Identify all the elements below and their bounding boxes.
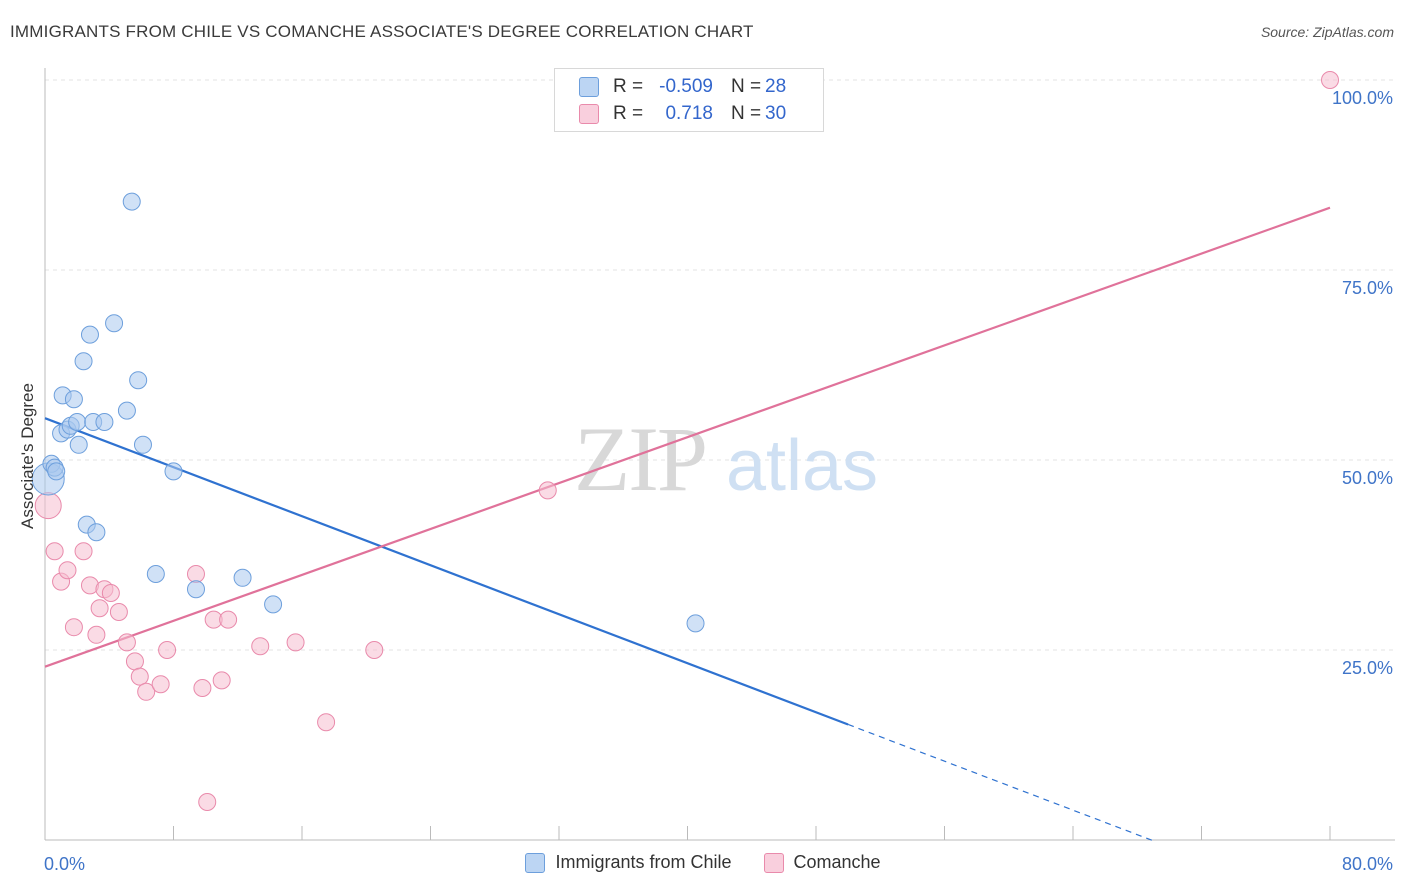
point-chile	[164, 462, 183, 481]
r-value: 0.718	[665, 103, 713, 124]
r-label: R =	[613, 103, 644, 124]
point-chile	[686, 614, 705, 633]
point-comanche	[286, 633, 305, 652]
point-comanche	[538, 481, 557, 500]
axes	[44, 68, 1395, 841]
y-tick-label: 100.0%	[1332, 88, 1393, 108]
watermark-zip: ZIP	[574, 408, 706, 510]
data-points	[31, 71, 1339, 811]
point-comanche	[198, 793, 217, 811]
point-chile	[264, 595, 283, 614]
trend-lines	[44, 206, 1331, 842]
point-chile	[133, 435, 152, 454]
watermark: ZIP atlas	[574, 408, 878, 510]
point-chile	[146, 565, 165, 583]
point-comanche	[109, 603, 128, 621]
blue-swatch-icon	[525, 852, 546, 873]
stats-row-comanche: R = 0.718 N = 30	[579, 101, 786, 127]
point-comanche	[137, 682, 156, 701]
point-chile	[68, 413, 87, 431]
r-value: -0.509	[659, 76, 713, 97]
point-comanche	[64, 618, 83, 637]
point-comanche	[34, 492, 62, 520]
point-comanche	[317, 713, 336, 732]
n-value: 30	[765, 103, 787, 124]
point-chile	[47, 462, 66, 481]
point-chile	[87, 523, 106, 542]
point-comanche	[87, 625, 106, 644]
point-comanche	[1321, 71, 1339, 89]
point-chile	[105, 314, 124, 333]
source-label: Source: ZipAtlas.com	[1260, 24, 1394, 40]
point-comanche	[130, 667, 149, 686]
point-comanche	[158, 641, 177, 659]
pink-swatch-icon	[579, 104, 599, 124]
point-chile	[117, 401, 136, 420]
stats-row-chile: R = -0.509 N = 28	[579, 74, 786, 100]
point-chile	[186, 580, 205, 599]
point-comanche	[151, 675, 170, 694]
y-tick-label: 75.0%	[1342, 278, 1393, 298]
gridlines	[45, 79, 1395, 651]
n-label: N =	[731, 103, 762, 124]
point-chile	[122, 192, 141, 211]
point-chile	[64, 390, 83, 409]
point-comanche	[186, 565, 205, 583]
x-tick-label-end: 80.0%	[1342, 854, 1393, 874]
y-axis-label: Associate's Degree	[18, 383, 37, 529]
point-comanche	[74, 542, 93, 561]
point-comanche	[193, 679, 212, 697]
r-label: R =	[613, 76, 644, 97]
tick-labels: 25.0% 50.0% 75.0% 100.0% 0.0% 80.0%	[44, 88, 1393, 874]
legend-label-comanche: Comanche	[793, 852, 881, 872]
point-chile	[233, 568, 252, 587]
n-label: N =	[731, 76, 762, 97]
point-comanche	[58, 561, 77, 580]
point-comanche	[125, 652, 144, 671]
point-chile	[95, 413, 114, 431]
watermark-atlas: atlas	[726, 426, 878, 506]
point-comanche	[251, 637, 270, 656]
trend-line-chile-extension	[847, 723, 1154, 842]
blue-swatch-icon	[579, 77, 599, 97]
point-comanche	[219, 610, 238, 629]
legend: Immigrants from Chile Comanche	[0, 852, 1406, 873]
point-chile	[74, 352, 93, 371]
point-chile	[80, 325, 99, 344]
point-comanche	[90, 599, 109, 618]
correlation-stats-box: R = -0.509 N = 28 R = 0.718 N = 30	[554, 68, 824, 132]
point-comanche	[365, 641, 384, 659]
legend-item-chile[interactable]: Immigrants from Chile	[525, 852, 732, 873]
n-value: 28	[765, 76, 787, 97]
point-chile	[69, 435, 88, 454]
chart-title: IMMIGRANTS FROM CHILE VS COMANCHE ASSOCI…	[10, 22, 754, 41]
y-tick-label: 50.0%	[1342, 468, 1393, 488]
point-chile	[129, 371, 148, 390]
x-tick-label-start: 0.0%	[44, 854, 85, 874]
point-comanche	[45, 542, 64, 561]
point-comanche	[101, 584, 120, 602]
trend-line-comanche	[44, 206, 1331, 668]
pink-swatch-icon	[763, 852, 784, 873]
y-tick-label: 25.0%	[1342, 658, 1393, 678]
legend-label-chile: Immigrants from Chile	[555, 852, 732, 872]
point-comanche	[212, 671, 231, 690]
point-comanche	[117, 633, 136, 652]
legend-item-comanche[interactable]: Comanche	[763, 852, 881, 873]
